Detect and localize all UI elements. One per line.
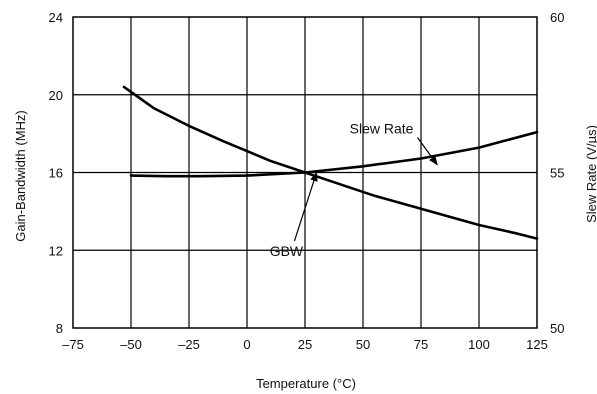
- x-axis-title: Temperature (°C): [256, 376, 356, 391]
- annotation-label: GBW: [270, 243, 304, 259]
- y-tick-label: 24: [49, 10, 63, 25]
- y-axis-title: Gain-Bandwidth (MHz): [13, 110, 28, 242]
- y2-tick-label: 50: [550, 321, 564, 336]
- series-layer: [122, 85, 539, 240]
- y-tick-label: 8: [56, 321, 63, 336]
- y2-axis-title: Slew Rate (V/µs): [584, 125, 597, 223]
- y-tick-label: 20: [49, 88, 63, 103]
- x-tick-label: –25: [178, 337, 200, 352]
- x-tick-label: –50: [120, 337, 142, 352]
- series-line-gbw: [122, 85, 539, 240]
- y2-tick-label: 60: [550, 10, 564, 25]
- tick-labels: –75 –50 –25 0 25 50 75 100 125 8 12 16 20 24 50 55 60: [49, 10, 565, 352]
- y-tick-label: 12: [49, 243, 63, 258]
- annotations: Slew Rate GBW: [270, 121, 438, 259]
- x-tick-label: 100: [468, 337, 490, 352]
- annotation-arrow: [417, 137, 438, 166]
- x-tick-label: 0: [243, 337, 250, 352]
- annotation-label: Slew Rate: [350, 121, 414, 137]
- x-tick-label: –75: [62, 337, 84, 352]
- x-tick-label: 50: [356, 337, 370, 352]
- x-tick-label: 75: [414, 337, 428, 352]
- annotation-arrow: [293, 171, 318, 242]
- x-tick-label: 25: [298, 337, 312, 352]
- y2-tick-label: 55: [550, 166, 564, 181]
- series-line-slew-rate: [129, 130, 539, 178]
- x-tick-label: 125: [526, 337, 548, 352]
- y-tick-label: 16: [49, 166, 63, 181]
